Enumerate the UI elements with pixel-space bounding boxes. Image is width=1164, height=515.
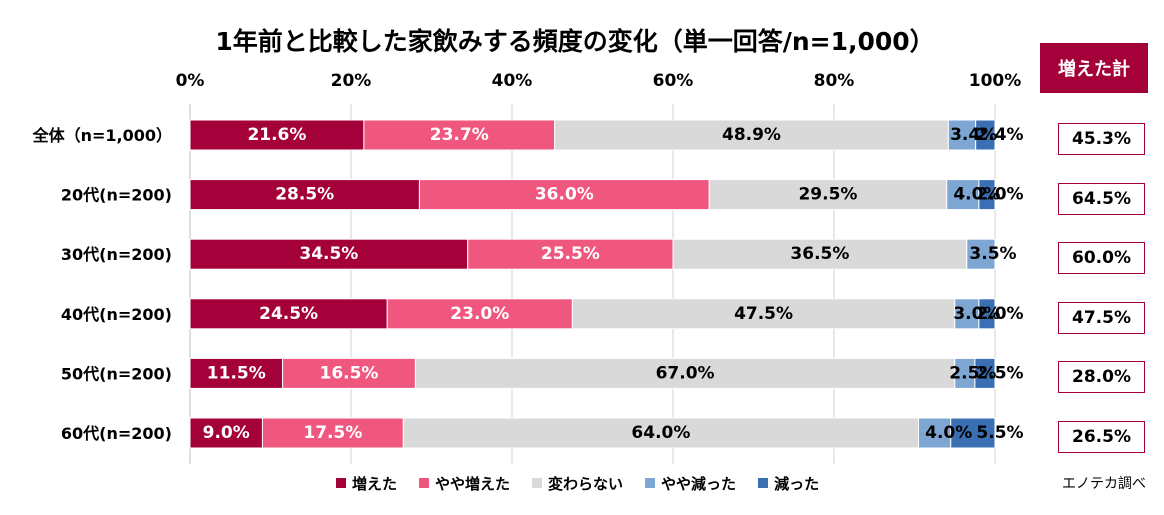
- data-label: 3.0%: [953, 304, 1000, 324]
- increased-total-value: 28.0%: [1058, 361, 1145, 394]
- bar-segment: [363, 119, 556, 151]
- data-label: 2.0%: [976, 185, 1023, 205]
- data-label: 28.5%: [275, 185, 334, 205]
- bar-segment: [386, 298, 573, 330]
- data-label: 34.5%: [299, 244, 358, 264]
- data-label: 21.6%: [247, 125, 306, 145]
- legend-label: 増えた: [352, 474, 398, 493]
- bar-segment: [672, 238, 968, 270]
- legend-label: やや増えた: [435, 474, 511, 493]
- row-label: 60代(n=200): [61, 424, 172, 443]
- data-label: 24.5%: [259, 304, 318, 324]
- data-label: 16.5%: [319, 363, 378, 383]
- data-label: 48.9%: [722, 125, 781, 145]
- bar-segment: [974, 357, 996, 389]
- increased-total-value: 47.5%: [1058, 301, 1145, 334]
- row-label: 全体（n=1,000）: [32, 126, 172, 145]
- data-label: 3.5%: [969, 244, 1016, 264]
- chart-title: 1年前と比較した家飲みする頻度の変化（単一回答/n=1,000）: [215, 27, 935, 56]
- bar-segment: [402, 417, 920, 449]
- bar-segment: [975, 119, 996, 151]
- bar-segment: [978, 298, 996, 330]
- legend-label: 減った: [774, 474, 820, 493]
- legend-swatch: [532, 478, 543, 488]
- bar-segment: [708, 179, 948, 211]
- source-note: エノテカ調べ: [1062, 476, 1146, 492]
- data-label: 23.0%: [450, 304, 509, 324]
- bar-segment: [954, 298, 980, 330]
- data-label: 17.5%: [303, 423, 362, 443]
- row-label: 20代(n=200): [61, 186, 172, 205]
- row-label: 40代(n=200): [61, 305, 172, 324]
- legend-item: やや増えた: [419, 473, 510, 494]
- data-label: 64.0%: [631, 423, 690, 443]
- row-label: 30代(n=200): [61, 245, 172, 264]
- x-tick-label: 20%: [331, 71, 372, 91]
- bar-segment: [978, 179, 996, 211]
- bar-segment: [571, 298, 956, 330]
- legend-swatch: [336, 478, 346, 488]
- data-label: 23.7%: [430, 125, 489, 145]
- data-label: 2.5%: [949, 363, 996, 383]
- x-tick-label: 0%: [176, 71, 205, 91]
- increased-total-value: 60.0%: [1058, 242, 1145, 275]
- data-label: 5.5%: [976, 423, 1023, 443]
- x-tick-label: 40%: [492, 71, 533, 91]
- increased-total-value: 26.5%: [1058, 421, 1145, 453]
- legend-label: やや減った: [661, 474, 737, 493]
- legend-swatch: [758, 478, 769, 488]
- legend-item: やや減った: [645, 473, 736, 494]
- bar-segment: [950, 417, 996, 449]
- bar-segment: [189, 238, 469, 270]
- bar-segment: [918, 417, 952, 449]
- bar-segment: [414, 357, 956, 389]
- legend-item: 減った: [758, 473, 819, 494]
- row-label: 50代(n=200): [61, 364, 172, 383]
- legend-swatch: [419, 478, 430, 488]
- data-label: 67.0%: [656, 363, 715, 383]
- data-label: 9.0%: [203, 423, 250, 443]
- data-label: 47.5%: [734, 304, 793, 324]
- data-label: 2.4%: [976, 125, 1023, 145]
- legend-item: 増えた: [336, 473, 397, 494]
- data-label: 29.5%: [798, 185, 857, 205]
- bar-segment: [947, 119, 977, 151]
- x-tick-label: 60%: [653, 71, 694, 91]
- bar-segment: [966, 238, 996, 270]
- x-tick-label: 80%: [814, 71, 855, 91]
- data-label: 11.5%: [207, 363, 266, 383]
- data-label: 25.5%: [541, 244, 600, 264]
- bar-segment: [261, 417, 404, 449]
- bar-segment: [418, 179, 710, 211]
- data-label: 4.0%: [925, 423, 972, 443]
- chart-legend: 増えた やや増えた 変わらない やや減った 減った: [336, 472, 819, 494]
- data-label: 36.0%: [535, 185, 594, 205]
- legend-swatch: [645, 478, 656, 488]
- bar-segment: [946, 179, 980, 211]
- data-label: 36.5%: [790, 244, 849, 264]
- bar-segment: [189, 417, 263, 449]
- increased-total-header: 増えた計: [1040, 43, 1148, 93]
- legend-label: 変わらない: [548, 474, 624, 493]
- data-label: 4.0%: [953, 185, 1000, 205]
- increased-total-value: 45.3%: [1058, 123, 1145, 155]
- x-tick-label: 100%: [969, 71, 1022, 91]
- bar-segment: [467, 238, 674, 270]
- bar-segment: [189, 298, 388, 330]
- bar-segment: [282, 357, 416, 389]
- bar-segment: [189, 357, 284, 389]
- bar-segment: [189, 179, 420, 211]
- bar-segment: [554, 119, 949, 151]
- data-label: 2.0%: [976, 304, 1023, 324]
- legend-item: 変わらない: [532, 473, 623, 494]
- increased-total-value: 64.5%: [1058, 182, 1145, 215]
- data-label: 2.5%: [976, 363, 1023, 383]
- data-label: 3.4%: [950, 125, 997, 145]
